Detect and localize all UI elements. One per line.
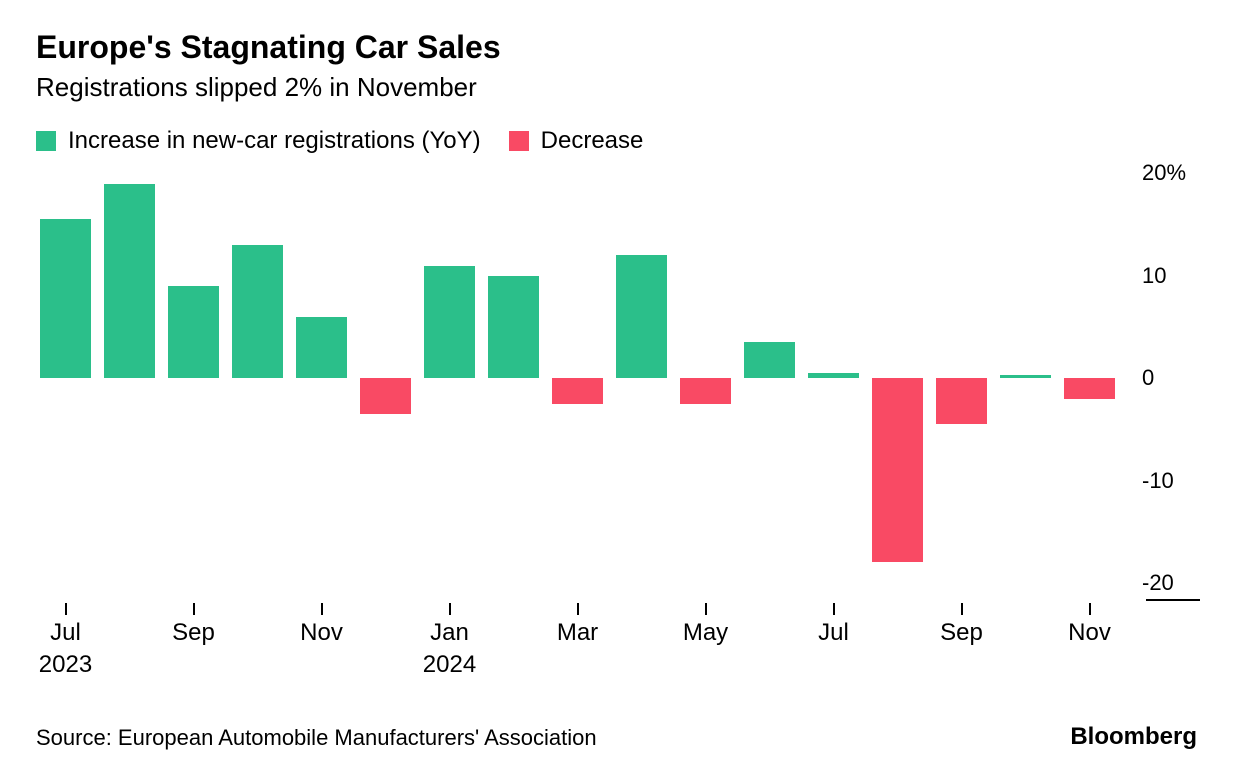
x-tick: [65, 603, 67, 615]
bar: [232, 245, 283, 378]
bar: [552, 378, 603, 404]
bar: [808, 373, 859, 378]
bar: [168, 286, 219, 378]
bar: [1000, 375, 1051, 378]
x-tick: [961, 603, 963, 615]
x-tick: [1089, 603, 1091, 615]
x-tick: [449, 603, 451, 615]
brand-logo-text: Bloomberg: [1070, 723, 1197, 751]
chart-footer: Source: European Automobile Manufacturer…: [36, 723, 1197, 751]
bar: [936, 378, 987, 424]
x-tick-label: Sep: [172, 619, 215, 647]
x-year-label: 2023: [39, 651, 92, 679]
x-tick-label: Jul: [50, 619, 81, 647]
chart-legend: Increase in new-car registrations (YoY) …: [36, 127, 1197, 155]
bar: [1064, 378, 1115, 398]
x-tick: [705, 603, 707, 615]
bar: [872, 378, 923, 562]
x-year-label: 2024: [423, 651, 476, 679]
x-tick: [193, 603, 195, 615]
y-tick-label: 0: [1142, 365, 1154, 391]
bar: [680, 378, 731, 404]
bar: [104, 184, 155, 379]
bar: [360, 378, 411, 414]
y-tick-label: 10: [1142, 263, 1166, 289]
bar: [40, 219, 91, 378]
chart-title: Europe's Stagnating Car Sales: [36, 28, 1197, 66]
legend-item-increase: Increase in new-car registrations (YoY): [36, 127, 481, 155]
bar: [744, 342, 795, 378]
x-tick-label: Mar: [557, 619, 598, 647]
y-axis-endcap: [1146, 599, 1200, 601]
y-tick-label: -10: [1142, 468, 1174, 494]
source-text: Source: European Automobile Manufacturer…: [36, 725, 597, 751]
legend-label-increase: Increase in new-car registrations (YoY): [68, 127, 481, 155]
x-tick: [577, 603, 579, 615]
bar: [616, 255, 667, 378]
legend-swatch-increase: [36, 131, 56, 151]
chart-plot-area: 20%100-10-20: [36, 173, 1136, 603]
bar: [424, 266, 475, 379]
x-tick-label: Jan: [430, 619, 469, 647]
x-tick: [321, 603, 323, 615]
bars-container: [36, 173, 1136, 603]
chart-subtitle: Registrations slipped 2% in November: [36, 72, 1197, 103]
legend-item-decrease: Decrease: [509, 127, 644, 155]
x-tick-label: May: [683, 619, 728, 647]
x-axis: Jul 2023 Sep Nov Jan 2024 Mar May Jul Sep Nov: [36, 603, 1136, 693]
x-tick-label: Jul: [818, 619, 849, 647]
x-tick-label: Sep: [940, 619, 983, 647]
legend-label-decrease: Decrease: [541, 127, 644, 155]
y-tick-label: -20: [1142, 570, 1174, 596]
legend-swatch-decrease: [509, 131, 529, 151]
y-axis: 20%100-10-20: [1136, 173, 1196, 603]
bar: [488, 276, 539, 378]
x-tick: [833, 603, 835, 615]
bar: [296, 317, 347, 378]
x-tick-label: Nov: [1068, 619, 1111, 647]
y-tick-label: 20%: [1142, 160, 1186, 186]
x-tick-label: Nov: [300, 619, 343, 647]
